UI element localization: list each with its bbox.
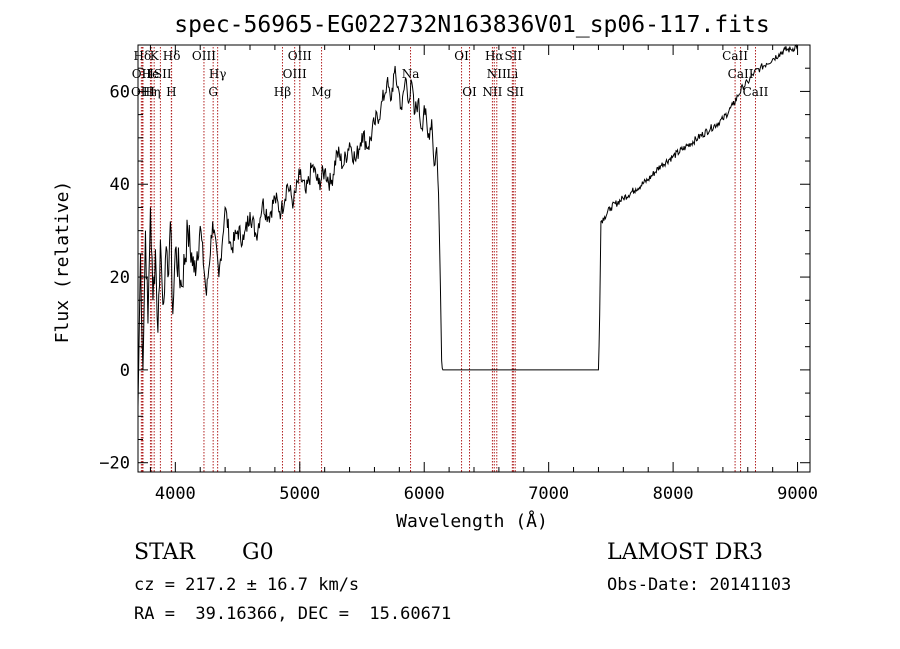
marker-label: H — [166, 85, 176, 99]
spectral-line-markers — [140, 47, 756, 472]
marker-label: K — [150, 49, 160, 63]
marker-label: OI — [454, 49, 469, 63]
survey-name: LAMOST DR3 — [607, 540, 763, 565]
y-axis-label: Flux (relative) — [52, 181, 73, 344]
marker-label: NII — [482, 85, 502, 99]
marker-label: Hα — [485, 49, 504, 63]
spectrum-series-line — [137, 44, 799, 408]
plot-frame — [137, 44, 811, 473]
marker-label: OII — [132, 67, 152, 81]
marker-label: G — [208, 85, 218, 99]
marker-label: Hη — [143, 85, 161, 99]
x-tick-label: 6000 — [404, 484, 445, 504]
x-axis-ticks: 4000 5000 6000 7000 8000 9000 — [149, 45, 818, 504]
y-tick-label: 60 — [110, 82, 130, 102]
marker-label: SII — [506, 85, 524, 99]
marker-label: SII — [504, 49, 522, 63]
marker-label: OIII — [283, 67, 307, 81]
marker-label: OIII — [131, 85, 155, 99]
marker-label: NII — [487, 67, 507, 81]
object-class: STAR — [134, 540, 195, 565]
marker-label: Hδ — [163, 49, 181, 63]
x-axis-label: Wavelength (Å) — [396, 510, 548, 532]
object-subclass: G0 — [242, 540, 274, 565]
marker-label: CaII — [722, 49, 748, 63]
marker-label: Hδ — [134, 49, 152, 63]
marker-label: OIII — [192, 49, 216, 63]
y-tick-label: 40 — [110, 175, 130, 195]
x-tick-label: 9000 — [777, 484, 818, 504]
x-tick-label: 4000 — [155, 484, 196, 504]
x-tick-label: 8000 — [653, 484, 694, 504]
y-axis-ticks: −20 0 20 40 60 — [99, 67, 810, 474]
observation-date: Obs-Date: 20141103 — [607, 575, 792, 595]
marker-label: OIII — [288, 49, 312, 63]
y-tick-label: 0 — [120, 361, 130, 381]
marker-label: He — [142, 67, 160, 81]
marker-label: CaII — [743, 85, 769, 99]
marker-label: Mg — [312, 85, 332, 99]
sky-coordinates: RA = 39.16366, DEC = 15.60671 — [134, 604, 452, 624]
y-tick-label: 20 — [110, 268, 130, 288]
marker-label: Hβ — [274, 85, 291, 99]
x-tick-label: 7000 — [528, 484, 569, 504]
marker-label: OI — [462, 85, 477, 99]
redshift-value: cz = 217.2 ± 16.7 km/s — [134, 575, 360, 595]
x-tick-label: 5000 — [279, 484, 320, 504]
marker-label: ISII — [149, 67, 172, 81]
marker-label: CaII — [728, 67, 754, 81]
marker-label: Na — [402, 67, 420, 81]
chart-title: spec-56965-EG022732N163836V01_sp06-117.f… — [174, 12, 769, 38]
y-tick-label: −20 — [99, 454, 130, 474]
marker-label: Hγ — [209, 67, 227, 81]
marker-label: Li — [506, 67, 518, 81]
